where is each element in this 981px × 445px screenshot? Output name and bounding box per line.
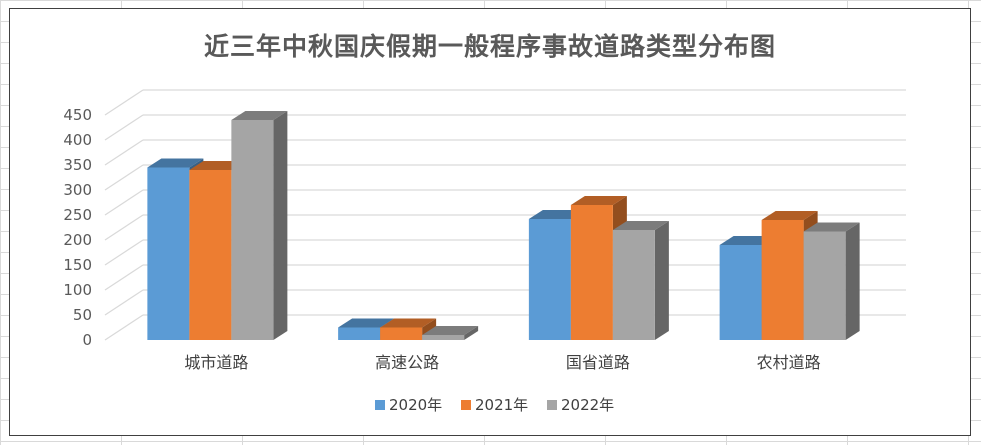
gridline-side [104, 114, 144, 141]
gridline-side [104, 139, 144, 166]
gridline-side [104, 239, 144, 266]
gridline-side [104, 214, 144, 241]
bar [803, 231, 846, 340]
legend-swatch [547, 400, 557, 410]
bar [719, 245, 762, 340]
x-tick-label: 高速公路 [375, 353, 439, 372]
legend-label: 2021年 [475, 396, 528, 414]
bar-top [338, 318, 395, 328]
y-tick-label: 250 [63, 206, 92, 224]
y-tick-label: 450 [63, 106, 92, 124]
x-tick-label: 农村道路 [757, 353, 821, 372]
bar-side [273, 111, 288, 340]
bar [612, 230, 655, 340]
x-tick-label: 城市道路 [184, 353, 248, 372]
bar-top [231, 111, 288, 120]
bar-side [654, 221, 669, 340]
bar [761, 220, 804, 340]
gridline-side [104, 89, 144, 116]
y-tick-label: 0 [82, 331, 92, 349]
bar-top [570, 196, 627, 205]
legend-label: 2022年 [561, 396, 614, 414]
bar-top [422, 326, 479, 335]
bar-top [147, 158, 204, 168]
legend-label: 2020年 [389, 396, 442, 414]
bar [338, 327, 381, 340]
chart-title: 近三年中秋国庆假期一般程序事故道路类型分布图 [203, 32, 776, 61]
bar [422, 335, 465, 340]
y-tick-label: 400 [63, 131, 92, 149]
bar [147, 167, 190, 340]
bar-top [803, 222, 860, 232]
bar-side [845, 222, 860, 340]
bar [528, 219, 571, 340]
legend-swatch [375, 400, 385, 410]
bar-top [380, 318, 437, 328]
legend-swatch [461, 400, 471, 410]
bar-top [612, 221, 669, 230]
bar-side [464, 326, 479, 340]
bar [570, 205, 613, 340]
bar [231, 120, 274, 340]
y-tick-label: 100 [63, 281, 92, 299]
gridline-side [104, 189, 144, 216]
gridline-side [104, 164, 144, 191]
bar-top [761, 211, 818, 220]
y-tick-label: 200 [63, 231, 92, 249]
y-tick-label: 300 [63, 181, 92, 199]
gridline-side [104, 289, 144, 316]
gridline-side [104, 314, 144, 341]
gridline-side [104, 264, 144, 291]
y-tick-label: 50 [73, 306, 92, 324]
y-tick-label: 350 [63, 156, 92, 174]
x-tick-label: 国省道路 [566, 353, 630, 372]
bar [380, 327, 423, 340]
bar [189, 170, 232, 340]
y-tick-label: 150 [63, 256, 92, 274]
